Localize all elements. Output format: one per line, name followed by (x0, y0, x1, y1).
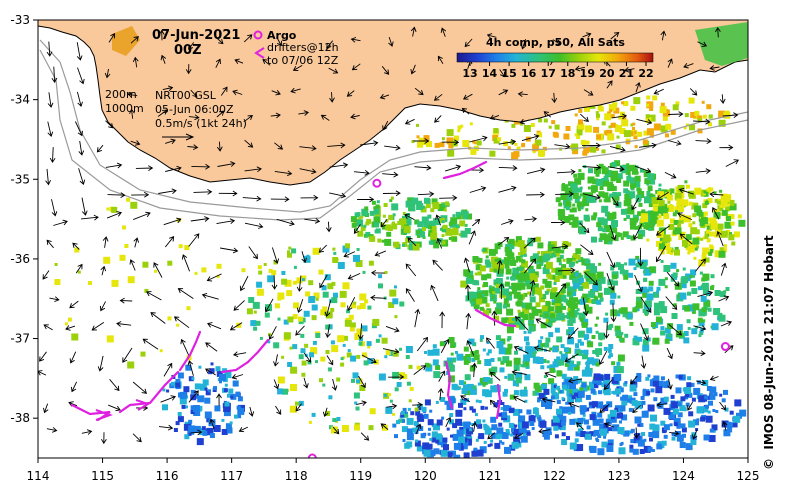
colorbar-tick-label: 19 (580, 67, 595, 80)
colorbar-tick-label: 15 (501, 67, 516, 80)
x-tick-label: 120 (414, 469, 437, 483)
isobath-200m-label: 200m (105, 88, 137, 101)
colorbar-tick-label: 16 (521, 67, 537, 80)
x-axis: 114 115 116 117 118 119 120 121 122 123 124 125 (27, 458, 760, 483)
sst-pixels (54, 95, 747, 458)
drifter-legend-line2: to 07/06 12Z (267, 54, 339, 67)
drifter-head (135, 399, 151, 411)
drifter-track (442, 160, 488, 180)
y-tick-label: -37 (10, 332, 30, 346)
drifter-legend-icon (254, 47, 265, 59)
colorbar-tick-label: 14 (482, 67, 498, 80)
source-date: 05-Jun 06:00Z (155, 103, 234, 116)
drifter-track (444, 360, 454, 410)
credit-text: IMOS 08-Jun-2021 21:07 Hobart (762, 235, 776, 450)
x-tick-label: 124 (672, 469, 695, 483)
drifter-track (220, 338, 270, 374)
source-label: NRT00 GSL (155, 89, 217, 102)
argo-floats (307, 178, 730, 458)
colorbar (456, 52, 654, 63)
colorbar-tick-label: 13 (462, 67, 477, 80)
colorbar-tick-label: 20 (599, 67, 615, 80)
y-tick-label: -36 (10, 252, 30, 266)
argo-legend-icon (253, 30, 263, 40)
colorbar-tick-label: 18 (560, 67, 575, 80)
drifter-track (70, 403, 111, 422)
x-tick-label: 117 (220, 469, 243, 483)
drifter-legend-line1: drifters@12h (267, 41, 339, 54)
x-tick-label: 125 (737, 469, 760, 483)
argo-float (307, 453, 317, 458)
credit: © IMOS 08-Jun-2021 21:07 Hobart (762, 170, 776, 470)
colorbar-tick-label: 21 (619, 67, 634, 80)
x-tick-label: 119 (349, 469, 372, 483)
drifter-tracks (70, 160, 517, 422)
copyright-symbol: © (762, 458, 776, 470)
x-tick-label: 114 (27, 469, 50, 483)
map-hour: 00Z (174, 43, 202, 58)
drifter-track (474, 308, 517, 328)
x-tick-label: 122 (543, 469, 566, 483)
plot-frame (37, 19, 749, 459)
x-tick-label: 121 (478, 469, 501, 483)
y-tick-label: -38 (10, 411, 30, 425)
drifter-track (118, 370, 180, 414)
argo-legend-label: Argo (267, 29, 297, 42)
y-axis: -33 -34 -35 -36 -37 -38 (10, 13, 38, 425)
y-tick-label: -33 (10, 13, 30, 27)
y-tick-label: -35 (10, 172, 30, 186)
scale-arrow (162, 133, 195, 141)
drifter-head (95, 409, 113, 421)
map-date: 07-Jun-2021 (152, 28, 240, 43)
colorbar-tick-label: 22 (638, 67, 653, 80)
y-tick-label: -34 (10, 93, 30, 107)
isobath-1000m (39, 49, 748, 221)
x-tick-label: 115 (91, 469, 114, 483)
x-tick-label: 118 (285, 469, 308, 483)
isobath-200m (39, 39, 748, 213)
land-veg-nw (112, 26, 140, 56)
argo-float (720, 342, 730, 352)
drifter-track (178, 330, 202, 372)
colorbar-tick-label: 17 (541, 67, 556, 80)
argo-float (372, 178, 382, 188)
isobath-1000m-label: 1000m (105, 102, 144, 115)
drifter-track (495, 383, 502, 420)
colorbar-ticks: 13 14 15 16 17 18 19 20 21 22 (462, 62, 654, 80)
x-tick-label: 123 (607, 469, 630, 483)
scale-label: 0.5m/s (1kt 24h) (155, 117, 247, 130)
colorbar-title: 4h comp, p50, All Sats (486, 36, 625, 49)
x-tick-label: 116 (156, 469, 179, 483)
land-veg-ne (695, 22, 748, 66)
